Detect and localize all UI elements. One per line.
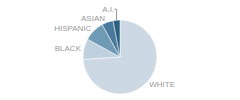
svg-text:BLACK: BLACK: [55, 44, 82, 53]
svg-text:ASIAN: ASIAN: [81, 14, 105, 23]
svg-text:WHITE: WHITE: [149, 80, 175, 89]
svg-text:A.I.: A.I.: [102, 5, 114, 14]
svg-text:HISPANIC: HISPANIC: [54, 24, 91, 33]
